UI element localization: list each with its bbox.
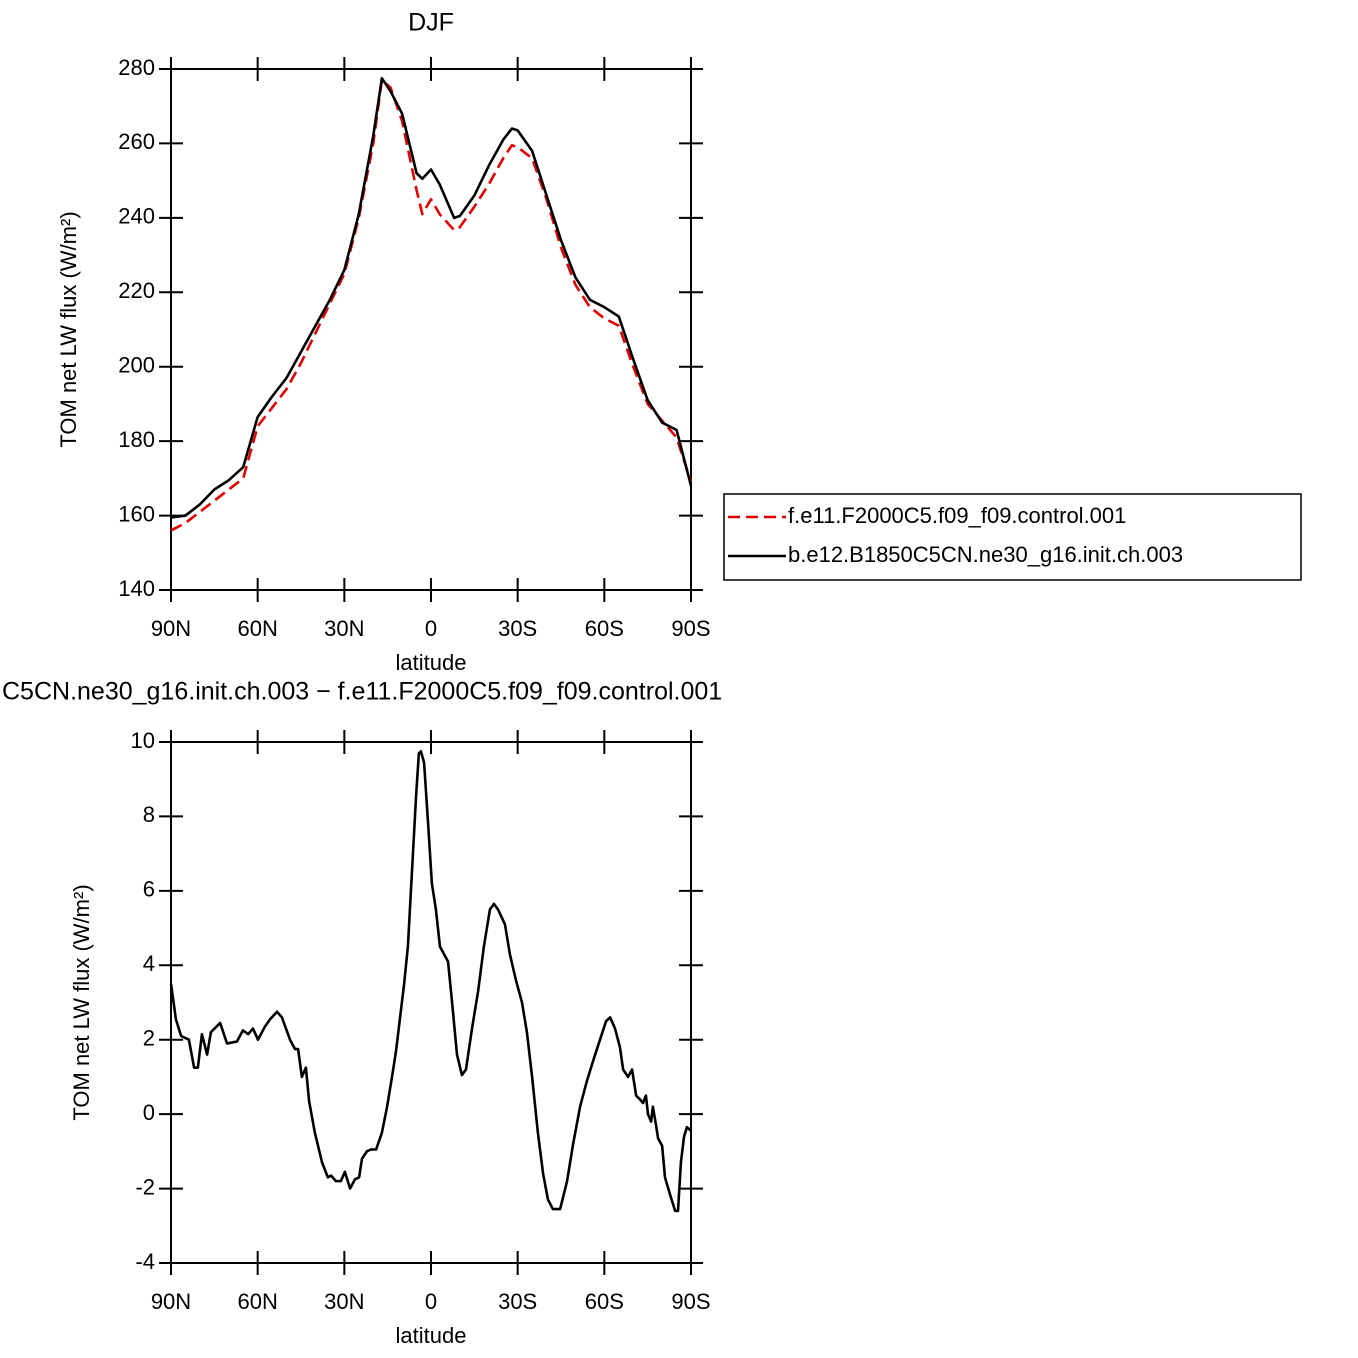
x-tick-label: 90S <box>671 616 710 641</box>
y-tick-label: -2 <box>135 1174 155 1199</box>
legend-box <box>723 493 1302 581</box>
y-tick-label: 280 <box>118 55 155 80</box>
x-tick-label: 60S <box>585 616 624 641</box>
y-tick-label: 8 <box>143 802 155 827</box>
x-tick-label: 60N <box>237 616 277 641</box>
x-tick-label: 30S <box>498 1289 537 1314</box>
x-tick-label: 90N <box>151 616 191 641</box>
y-tick-label: 0 <box>143 1100 155 1125</box>
x-tick-label: 0 <box>425 616 437 641</box>
y-tick-label: 140 <box>118 576 155 601</box>
x-tick-label: 60S <box>585 1289 624 1314</box>
x-tick-label: 30N <box>324 616 364 641</box>
x-tick-label: 90S <box>671 1289 710 1314</box>
y-tick-label: 10 <box>131 728 155 753</box>
y-tick-label: 200 <box>118 353 155 378</box>
x-tick-label: 60N <box>237 1289 277 1314</box>
plot-frame <box>170 68 692 591</box>
y-tick-label: 4 <box>143 951 155 976</box>
x-axis-label: latitude <box>396 1323 467 1348</box>
chart-title: C5CN.ne30_g16.init.ch.003 − f.e11.F2000C… <box>2 678 722 706</box>
y-tick-label: 240 <box>118 204 155 229</box>
x-axis-label: latitude <box>396 650 467 675</box>
chart-title: DJF <box>408 9 454 37</box>
x-tick-label: 90N <box>151 1289 191 1314</box>
y-tick-label: 220 <box>118 278 155 303</box>
data-line <box>169 750 692 1213</box>
y-tick-label: 260 <box>118 129 155 154</box>
data-line <box>170 77 693 519</box>
y-tick-label: 2 <box>143 1026 155 1051</box>
plot-frame <box>170 741 692 1264</box>
y-axis-label: TOM net LW flux (W/m²) <box>69 884 94 1120</box>
x-tick-label: 30N <box>324 1289 364 1314</box>
x-tick-label: 30S <box>498 616 537 641</box>
y-axis-label: TOM net LW flux (W/m²) <box>56 211 81 447</box>
y-tick-label: 160 <box>118 501 155 526</box>
y-tick-label: 180 <box>118 427 155 452</box>
data-line <box>170 78 693 532</box>
x-tick-label: 0 <box>425 1289 437 1314</box>
y-tick-label: 6 <box>143 877 155 902</box>
y-tick-label: -4 <box>135 1249 155 1274</box>
legend-label: b.e12.B1850C5CN.ne30_g16.init.ch.003 <box>788 542 1183 567</box>
legend-label: f.e11.F2000C5.f09_f09.control.001 <box>788 503 1126 528</box>
